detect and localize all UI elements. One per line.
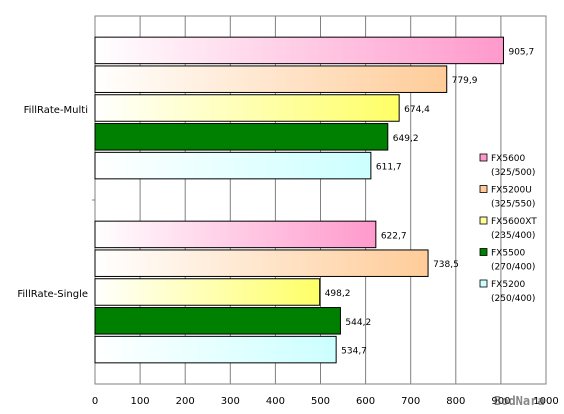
- bar: [94, 65, 448, 93]
- bar: [94, 94, 400, 122]
- data-label: 674,4: [404, 105, 430, 115]
- category-label: FillRate-Multi: [24, 105, 88, 116]
- x-tick-label: 1000: [533, 396, 558, 407]
- x-tick-label: 0: [92, 396, 98, 407]
- legend-series-name: FX5200: [491, 280, 526, 290]
- bar: [94, 36, 504, 65]
- x-tick-label: 700: [401, 396, 420, 407]
- legend: FX5600 (325/500) FX5200U (325/550) FX5600XT (…: [479, 153, 537, 304]
- x-tick-label: 300: [221, 396, 240, 407]
- watermark: BodNara: [494, 394, 545, 408]
- bar: [94, 220, 377, 249]
- data-label: 534,7: [341, 347, 367, 357]
- bar: [94, 335, 337, 364]
- legend-swatch: [479, 153, 488, 162]
- x-tick-label: 900: [491, 396, 510, 407]
- legend-series-name: FX5500: [491, 249, 526, 259]
- data-label: 544,2: [345, 318, 371, 328]
- x-tick-label: 100: [131, 396, 150, 407]
- axes: 0 100 200 300 400 500 600 700 800 900 1000 FillRate…: [17, 105, 558, 407]
- data-label: 779,9: [452, 76, 478, 86]
- legend-series-sub: (325/550): [491, 200, 535, 210]
- legend-series-sub: (250/400): [491, 294, 535, 304]
- data-label: 498,2: [325, 289, 351, 299]
- legend-series-name: FX5200U: [491, 186, 532, 196]
- x-tick-label: 500: [311, 396, 330, 407]
- legend-swatch: [479, 279, 488, 288]
- x-tick-label: 400: [266, 396, 285, 407]
- data-label: 622,7: [381, 231, 407, 241]
- data-label: 738,5: [433, 260, 459, 270]
- legend-swatch: [479, 216, 488, 225]
- bar: [94, 249, 429, 277]
- data-label: 611,7: [376, 163, 402, 173]
- x-tick-label: 600: [356, 396, 375, 407]
- data-label: 649,2: [393, 134, 419, 144]
- legend-series-name: FX5600: [491, 154, 526, 164]
- category-label: FillRate-Single: [17, 289, 88, 300]
- x-tick-label: 200: [176, 396, 195, 407]
- x-tick-label: 800: [446, 396, 465, 407]
- legend-series-sub: (325/500): [491, 168, 535, 178]
- bar: [94, 278, 321, 306]
- legend-swatch: [479, 248, 488, 256]
- bar: [94, 151, 372, 180]
- bar: [94, 307, 341, 335]
- legend-series-sub: (270/400): [491, 263, 535, 273]
- legend-swatch: [479, 185, 488, 193]
- bar: [94, 123, 389, 151]
- bars: 905,7 779,9 674,4 649,2 611,7 622,7 738,5 498,2…: [94, 36, 534, 364]
- data-label: 905,7: [508, 47, 534, 57]
- legend-series-name: FX5600XT: [491, 217, 537, 227]
- legend-series-sub: (235/400): [491, 231, 535, 241]
